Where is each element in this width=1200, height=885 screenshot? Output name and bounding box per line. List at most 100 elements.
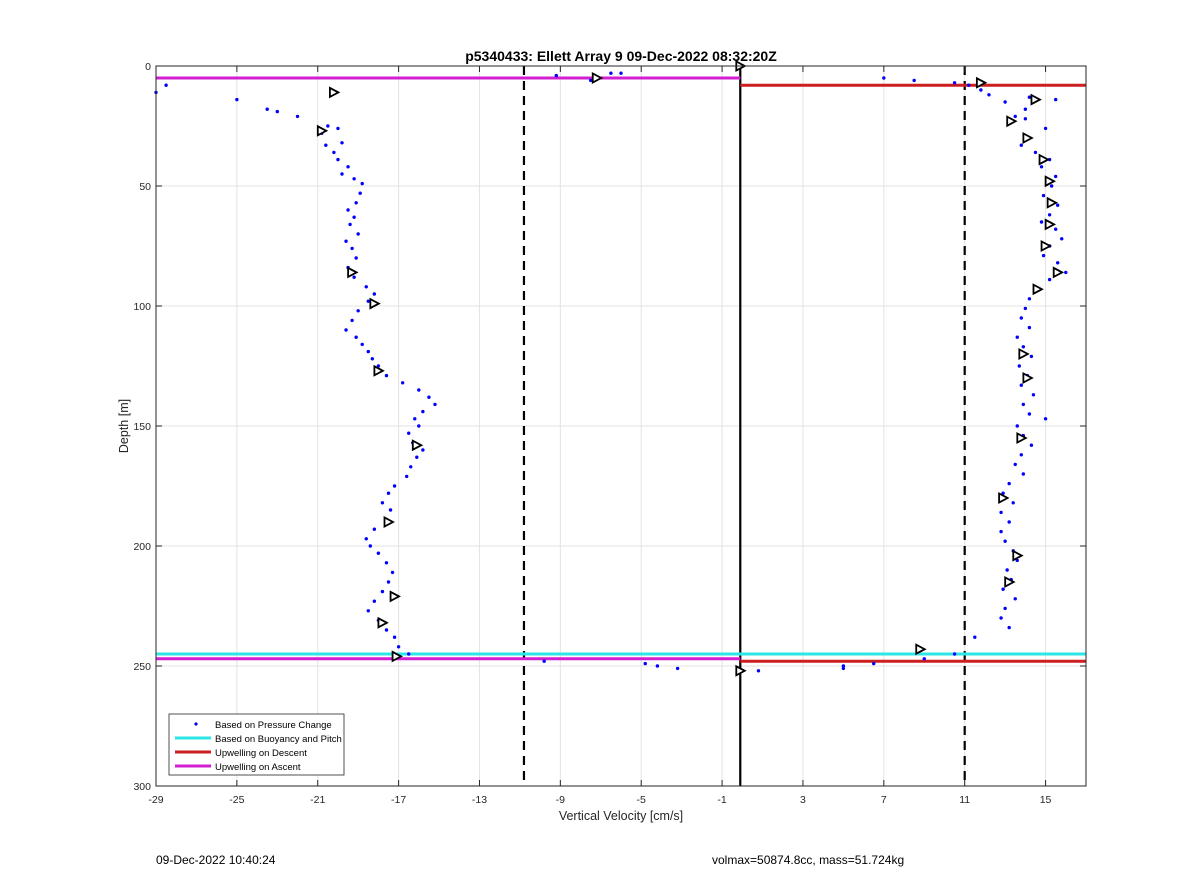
triangle-marker	[1040, 240, 1052, 252]
x-axis-label: Vertical Velocity [cm/s]	[559, 809, 683, 823]
data-point	[1053, 227, 1058, 231]
triangle-marker	[383, 516, 395, 528]
data-point	[350, 318, 354, 323]
triangle-marker	[377, 616, 389, 629]
data-point	[404, 474, 409, 479]
triangle-marker	[373, 364, 385, 377]
data-point	[1003, 606, 1007, 611]
data-point	[370, 357, 375, 361]
data-point	[376, 551, 381, 555]
data-point	[1015, 424, 1019, 428]
triangle-marker	[1018, 348, 1030, 360]
data-point	[352, 177, 356, 181]
triangle-marker	[1038, 153, 1050, 166]
data-point	[380, 501, 385, 505]
data-point	[354, 201, 358, 205]
data-point	[1023, 117, 1028, 121]
data-point	[407, 652, 411, 656]
data-point	[352, 215, 356, 219]
data-point	[384, 373, 389, 378]
data-point	[1039, 165, 1044, 169]
x-tick-label: -17	[391, 794, 406, 806]
triangle-marker	[389, 590, 401, 603]
data-point	[384, 561, 389, 565]
data-point	[999, 510, 1003, 515]
data-point	[392, 484, 397, 488]
data-point	[967, 83, 971, 87]
data-point	[1021, 472, 1026, 476]
data-point	[1029, 443, 1034, 447]
data-point	[1055, 203, 1060, 207]
data-point	[588, 78, 593, 83]
data-point	[340, 172, 344, 176]
data-point	[421, 409, 425, 414]
triangle-marker	[347, 266, 359, 279]
data-point	[1064, 270, 1068, 275]
x-tick-label: -25	[229, 794, 244, 806]
data-point	[1007, 520, 1011, 524]
data-point	[421, 448, 425, 452]
data-point	[1031, 393, 1036, 397]
data-point	[1007, 481, 1011, 486]
data-point	[356, 232, 360, 236]
data-point	[1060, 237, 1064, 241]
legend-label-ascent: Upwelling on Ascent	[215, 762, 301, 773]
data-point	[346, 165, 350, 169]
data-point	[1041, 253, 1046, 258]
data-point	[1021, 402, 1026, 407]
data-point	[756, 669, 761, 673]
data-point	[235, 97, 239, 102]
data-point	[1033, 150, 1038, 155]
triangle-marker	[1046, 196, 1059, 209]
data-point	[1029, 354, 1034, 359]
x-tick-label: -5	[637, 794, 646, 806]
data-point	[1027, 325, 1032, 330]
y-tick-label: 150	[133, 421, 151, 433]
data-point	[400, 381, 405, 385]
data-point	[1027, 412, 1032, 416]
triangle-marker	[1052, 266, 1065, 279]
legend-label-descent: Upwelling on Descent	[215, 748, 307, 759]
data-point	[1023, 107, 1028, 111]
data-point	[324, 143, 328, 147]
data-point	[841, 666, 846, 671]
triangle-marker	[369, 297, 381, 310]
data-point	[1043, 126, 1048, 131]
data-point	[1041, 193, 1046, 198]
data-point	[433, 402, 437, 407]
data-point	[1019, 143, 1024, 147]
triangle-marker	[316, 124, 329, 137]
footer-volmax-mass: volmax=50874.8cc, mass=51.724kg	[712, 853, 905, 867]
data-point	[344, 239, 348, 243]
legend: Based on Pressure Change Based on Buoyan…	[168, 713, 345, 776]
data-point	[386, 491, 391, 495]
data-point	[326, 124, 330, 128]
data-point	[348, 222, 352, 227]
y-tick-label: 100	[133, 301, 151, 313]
data-point	[643, 661, 647, 666]
data-point	[1019, 383, 1024, 387]
data-point	[1001, 587, 1005, 591]
data-point	[882, 76, 886, 80]
data-point	[409, 465, 413, 469]
data-point	[372, 292, 377, 296]
footer-timestamp: 09-Dec-2022 10:40:24	[156, 853, 276, 867]
data-point	[354, 256, 358, 260]
data-point	[987, 93, 991, 97]
y-tick-label: 200	[133, 541, 151, 553]
data-point	[1019, 453, 1024, 457]
data-point	[386, 580, 391, 584]
legend-dot-icon	[194, 722, 198, 726]
data-point	[1013, 462, 1017, 467]
data-point	[358, 191, 362, 195]
data-point	[1015, 558, 1019, 563]
triangle-marker	[1022, 372, 1034, 384]
data-point	[275, 109, 280, 114]
y-tick-label: 250	[133, 661, 151, 673]
data-point	[872, 661, 876, 666]
triangle-marker	[591, 72, 604, 84]
data-point	[1039, 220, 1044, 224]
data-point	[368, 544, 373, 548]
x-tick-label: 15	[1040, 794, 1052, 806]
data-point	[1049, 184, 1054, 188]
